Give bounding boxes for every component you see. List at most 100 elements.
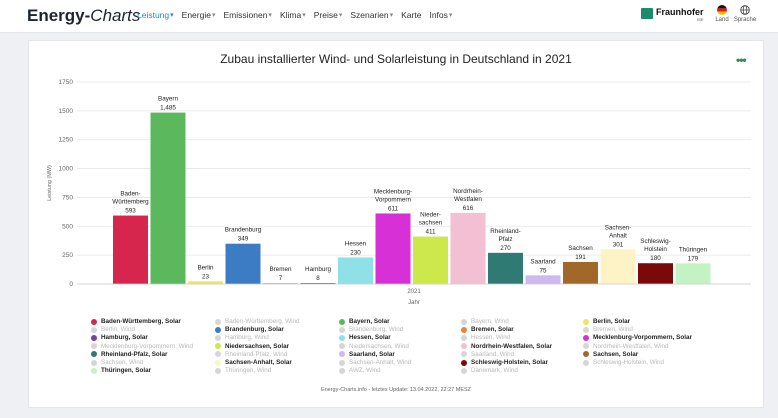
legend-item[interactable]: Mecklenburg-Vorpommern, Wind	[91, 343, 193, 350]
chart-title: Zubau installierter Wind- und Solarleist…	[220, 52, 572, 66]
chart-card: Zubau installierter Wind- und Solarleist…	[28, 40, 764, 408]
legend-label: Berlin, Solar	[593, 318, 631, 325]
data-label-value: 191	[575, 254, 586, 261]
legend-label: Bayern, Solar	[349, 318, 390, 325]
nav-item-leistung[interactable]: Leistung ▾	[137, 10, 174, 20]
legend-item[interactable]: Rheinland-Pfalz, Solar	[91, 351, 167, 358]
legend-item[interactable]: Nordrhein-Westfalen, Solar	[461, 343, 552, 350]
bar-nordrhein-westfalen	[450, 212, 486, 284]
data-label-value: 180	[650, 255, 661, 262]
data-label-name: Hamburg	[305, 266, 331, 273]
bar-chart: 0 250 500 750 1000 1250 1500 1750 Leistung (MW) 5…	[47, 79, 751, 306]
legend-label: Sachsen, Solar	[593, 350, 639, 358]
legend-item[interactable]: AWZ, Wind	[339, 367, 381, 374]
legend-marker-icon	[583, 318, 589, 325]
nav-item-szenarien[interactable]: Szenarien ▾	[350, 10, 393, 20]
legend-item[interactable]: Hamburg, Solar	[91, 334, 148, 341]
legend-item[interactable]: Sachsen-Anhalt, Wind	[339, 359, 411, 366]
energy-charts-logo[interactable]: Energy-Charts	[27, 6, 140, 26]
nav-item-emissionen[interactable]: Emissionen ▾	[223, 10, 271, 20]
nav-item-label: Emissionen	[223, 10, 268, 20]
legend-item[interactable]: Schleswig-Holstein, Wind	[583, 359, 664, 366]
legend-item[interactable]: Dänemark, Wind	[461, 367, 518, 374]
data-label-name: Sachsen-Anhalt	[605, 224, 632, 239]
legend-item[interactable]: Brandenburg, Solar	[215, 326, 284, 333]
chevron-down-icon: ▾	[448, 12, 453, 19]
legend-marker-icon	[91, 343, 97, 350]
legend-marker-icon	[91, 367, 97, 374]
bar-hessen	[338, 257, 373, 284]
nav-item-preise[interactable]: Preise ▾	[314, 10, 343, 20]
data-label-value: 1,485	[160, 105, 176, 112]
language-selector[interactable]: Sprache	[732, 5, 758, 23]
legend-marker-icon	[461, 367, 467, 374]
nav-item-karte[interactable]: Karte	[401, 10, 421, 20]
legend-item[interactable]: Sachsen, Solar	[583, 351, 638, 358]
legend-item[interactable]: Thüringen, Solar	[91, 367, 151, 374]
legend-item[interactable]: Bremen, Wind	[583, 326, 633, 333]
data-label-name: Schleswig-Holstein	[640, 238, 670, 253]
legend-item[interactable]: Sachsen-Anhalt, Solar	[215, 359, 292, 366]
legend-item[interactable]: Nordrhein-Westfalen, Wind	[583, 343, 668, 350]
legend-item[interactable]: Thüringen, Wind	[215, 367, 271, 374]
legend-item[interactable]: Berlin, Wind	[91, 326, 135, 333]
legend-marker-icon	[215, 326, 221, 333]
legend-item[interactable]: Hamburg, Wind	[215, 334, 269, 341]
nav-item-energie[interactable]: Energie ▾	[182, 10, 216, 20]
fraunhofer-logo[interactable]: Fraunhofer ISE	[641, 8, 704, 22]
nav-item-klima[interactable]: Klima ▾	[280, 10, 306, 20]
data-label-value: 230	[350, 249, 361, 256]
data-label-name: Thüringen	[679, 246, 708, 253]
legend-item[interactable]: Bayern, Wind	[461, 318, 509, 325]
chart-menu-icon[interactable]: •••	[736, 53, 747, 67]
chevron-down-icon: ▾	[170, 12, 174, 19]
legend-marker-icon	[91, 326, 97, 333]
legend-label: Saarland, Solar	[349, 350, 395, 358]
legend-label: Hamburg, Solar	[101, 334, 148, 342]
data-label-value: 75	[539, 267, 547, 274]
legend-item[interactable]: Saarland, Solar	[339, 351, 395, 358]
legend-item[interactable]: Schleswig-Holstein, Solar	[461, 359, 548, 366]
legend-label: Brandenburg, Solar	[225, 326, 284, 334]
data-label-value: 301	[613, 241, 624, 248]
legend-label: Mecklenburg-Vorpommern, Wind	[101, 342, 194, 350]
language-label: Sprache	[733, 17, 757, 23]
legend-item[interactable]: Mecklenburg-Vorpommern, Solar	[583, 334, 692, 341]
bar-mecklenburg-vorpommern	[375, 213, 411, 284]
legend-marker-icon	[583, 343, 589, 350]
nav-item-infos[interactable]: Infos ▾	[429, 10, 452, 20]
fraunhofer-label: Fraunhofer	[656, 7, 704, 17]
legend-label: Niedersachsen, Wind	[349, 342, 409, 350]
bar-th-ringen	[675, 263, 711, 284]
data-label-name: Berlin	[197, 264, 214, 271]
legend-marker-icon	[339, 351, 345, 358]
legend-label: Bayern, Wind	[471, 318, 509, 325]
legend-item[interactable]: Baden-Württemberg, Wind	[215, 318, 300, 325]
brand-bold: Energy-	[27, 6, 91, 25]
legend-item[interactable]: Hessen, Solar	[339, 334, 391, 341]
legend-item[interactable]: Saarland, Wind	[461, 351, 514, 358]
legend-item[interactable]: Berlin, Solar	[583, 318, 630, 325]
legend-item[interactable]: Rheinland-Pfalz, Wind	[215, 351, 287, 358]
legend-marker-icon	[461, 334, 467, 341]
legend-item[interactable]: Hessen, Wind	[461, 334, 510, 341]
legend-item[interactable]: Niedersachsen, Solar	[215, 343, 289, 350]
legend-marker-icon	[583, 359, 589, 366]
y-axis-label: Leistung (MW)	[47, 165, 53, 201]
bar-brandenburg	[225, 243, 261, 284]
legend-item[interactable]: Bayern, Solar	[339, 318, 390, 325]
legend-marker-icon	[215, 343, 221, 350]
data-label-name: Nordrhein-Westfalen	[453, 188, 483, 203]
legend-item[interactable]: Bremen, Solar	[461, 326, 514, 333]
legend-item[interactable]: Baden-Württemberg, Solar	[91, 318, 181, 325]
legend-marker-icon	[339, 367, 345, 374]
nav-item-label: Klima	[279, 10, 302, 20]
legend-marker-icon	[583, 326, 589, 333]
legend-marker-icon	[339, 359, 345, 366]
legend-item[interactable]: Brandenburg, Wind	[339, 326, 403, 333]
legend-label: Niedersachsen, Solar	[225, 342, 290, 350]
country-selector[interactable]: Land	[709, 5, 735, 23]
legend-item[interactable]: Niedersachsen, Wind	[339, 343, 409, 350]
legend-marker-icon	[91, 351, 97, 358]
legend-item[interactable]: Sachsen, Wind	[91, 359, 143, 366]
